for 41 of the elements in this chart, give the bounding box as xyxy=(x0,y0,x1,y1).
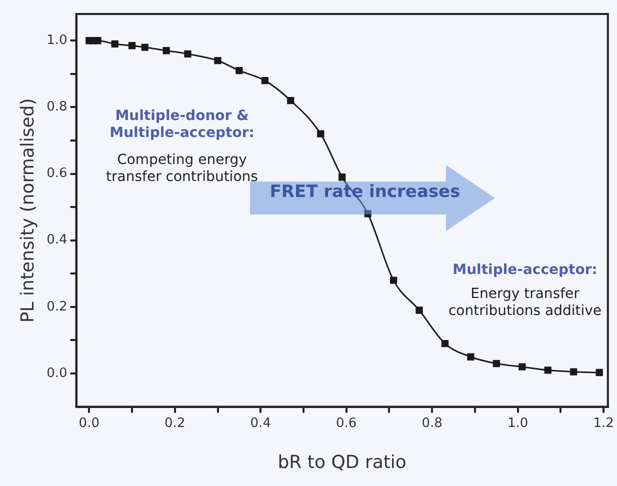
x-tick-label: 0.8 xyxy=(422,416,442,431)
point xyxy=(128,42,136,50)
point xyxy=(236,67,243,74)
annotation: Multiple-acceptor: xyxy=(452,262,598,279)
point xyxy=(184,50,192,58)
point xyxy=(570,368,578,376)
y-tick-label: 1.0 xyxy=(46,33,68,48)
y-tick-label: 0.6 xyxy=(46,166,68,182)
annotation: Energy transfer contributions additive xyxy=(447,286,603,320)
point xyxy=(441,340,449,348)
point xyxy=(162,47,170,54)
point xyxy=(544,366,552,374)
x-tick-label: 1.0 xyxy=(508,416,528,431)
x-tick-label: 0.2 xyxy=(164,416,186,431)
y-tick-label: 0.8 xyxy=(46,100,68,115)
point xyxy=(287,96,294,104)
point xyxy=(338,174,346,181)
point xyxy=(111,40,118,48)
point xyxy=(416,306,423,314)
point xyxy=(596,368,603,376)
annotation: Multiple-donor & Multiple-acceptor: xyxy=(108,108,256,142)
annotation: Competing energy transfer contributions xyxy=(106,152,258,185)
point xyxy=(390,276,398,284)
point xyxy=(94,37,102,44)
x-tick-label: 0.6 xyxy=(336,416,357,431)
y-axis-title: PL intensity (normalised) xyxy=(17,98,38,323)
point xyxy=(214,57,222,64)
x-tick-label: 1.2 xyxy=(593,416,614,431)
point xyxy=(141,44,148,51)
point xyxy=(261,77,268,84)
point xyxy=(364,210,372,218)
y-tick-label: 0.0 xyxy=(46,366,68,381)
point xyxy=(467,353,474,360)
y-tick-label: 0.2 xyxy=(46,299,68,314)
point xyxy=(518,363,526,370)
y-tick-label: 0.4 xyxy=(46,232,68,248)
point xyxy=(492,360,500,368)
x-tick-label: 0.0 xyxy=(78,416,100,431)
x-tick-label: 0.4 xyxy=(250,416,271,431)
point xyxy=(317,130,324,138)
x-axis-title: bR to QD ratio xyxy=(278,452,406,473)
